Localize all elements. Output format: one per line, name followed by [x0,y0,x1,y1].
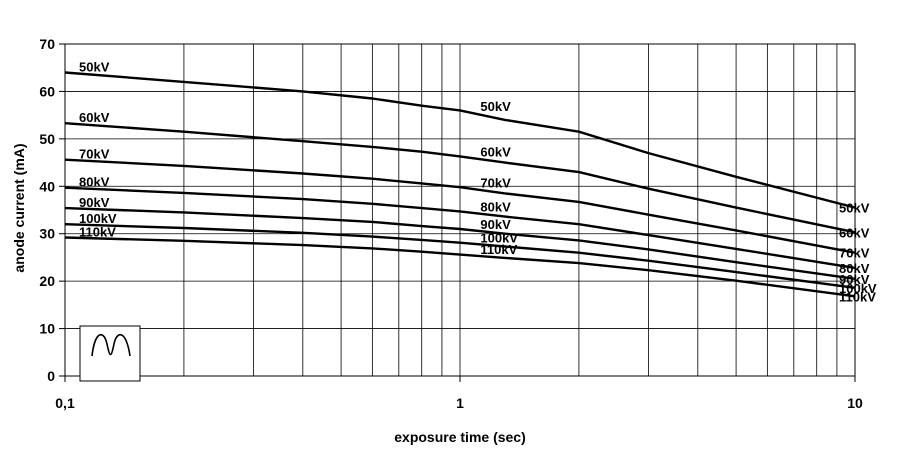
series-label-80kV: 80kV [79,175,110,190]
series-label-100kV: 100kV [480,230,518,245]
series-lines [64,71,856,298]
series-line-50kV [64,71,856,209]
series-label-50kV: 50kV [839,201,870,216]
series-line-90kV [64,206,856,280]
series-label-60kV: 60kV [839,225,870,240]
y-tick-label: 50 [39,131,55,147]
series-label-90kV: 90kV [839,272,870,287]
series-label-80kV: 80kV [480,199,511,214]
y-tick-label: 0 [47,368,55,384]
y-tick-label: 20 [39,273,55,289]
y-tick-label: 70 [39,36,55,52]
series-label-70kV: 70kV [79,147,110,162]
y-tick-label: 10 [39,321,55,337]
series-label-90kV: 90kV [480,217,511,232]
series-label-110kV: 110kV [839,289,876,304]
series-label-80kV: 80kV [839,261,870,276]
series-label-50kV: 50kV [79,60,110,75]
series-label-100kV: 100kV [839,281,877,296]
y-tick-label: 60 [39,83,55,99]
x-axis-title: exposure time (sec) [394,429,526,445]
series-line-110kV [64,236,856,298]
series-label-70kV: 70kV [480,175,511,190]
x-tick-label: 1 [456,395,464,411]
series-labels: 50kV50kV50kV60kV60kV60kV70kV70kV70kV80kV… [79,60,877,305]
x-tick-label: 10 [847,395,863,411]
series-label-110kV: 110kV [480,242,517,257]
grid [65,44,855,376]
series-label-100kV: 100kV [79,211,117,226]
series-label-60kV: 60kV [480,145,511,160]
series-line-70kV [64,158,856,254]
series-label-90kV: 90kV [79,195,110,210]
series-line-80kV [64,186,856,270]
double-hump-waveform-icon [79,325,141,382]
series-label-110kV: 110kV [79,225,116,240]
x-tick-label: 0,1 [55,395,75,411]
series-line-100kV [64,223,856,289]
y-tick-label: 40 [39,178,55,194]
series-label-70kV: 70kV [839,246,870,261]
series-line-60kV [64,122,856,234]
series-label-60kV: 60kV [79,110,110,125]
axis-ticks: 0 10 20 30 40 50 60 70 0,1 1 10 [39,36,863,411]
series-label-50kV: 50kV [480,99,511,114]
y-axis-title: anode current (mA) [11,143,27,272]
y-tick-label: 30 [39,226,55,242]
